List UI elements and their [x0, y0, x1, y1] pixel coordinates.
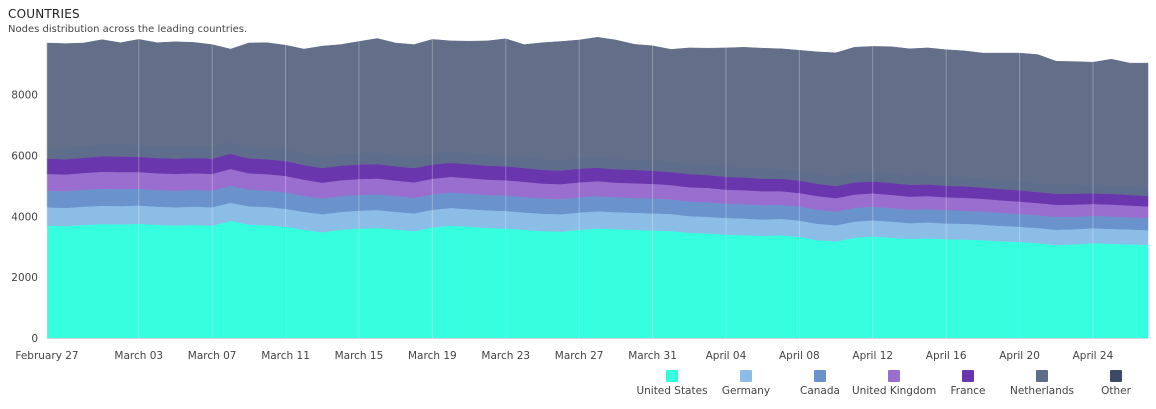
legend-label: France [950, 385, 986, 397]
x-tick-label: April 12 [852, 350, 893, 362]
legend-label: Other [1101, 385, 1131, 397]
legend-swatch [740, 370, 752, 382]
x-tick-label: March 15 [335, 350, 384, 362]
x-tick-label: March 19 [408, 350, 457, 362]
x-tick-label: April 04 [706, 350, 747, 362]
x-tick-label: March 11 [261, 350, 310, 362]
y-tick-label: 0 [31, 333, 38, 345]
chart-subtitle: Nodes distribution across the leading co… [8, 24, 248, 35]
legend-swatch [962, 370, 974, 382]
x-tick-label: March 07 [188, 350, 237, 362]
x-tick-label: March 23 [481, 350, 530, 362]
legend-item[interactable]: United States [630, 370, 714, 397]
legend-item[interactable]: Germany [704, 370, 788, 397]
legend-item[interactable]: Other [1074, 370, 1156, 397]
legend-label: Canada [800, 385, 840, 397]
legend-label: United States [636, 385, 708, 397]
x-tick-label: April 24 [1073, 350, 1114, 362]
legend-swatch [888, 370, 900, 382]
legend-item[interactable]: Netherlands [1000, 370, 1084, 397]
legend-label: Germany [721, 385, 771, 397]
y-tick-label: 8000 [11, 90, 38, 102]
overlay-gridlines [46, 30, 1094, 338]
legend-swatch [666, 370, 678, 382]
x-tick-label: April 08 [779, 350, 820, 362]
chart-legend: United States Germany Canada United Kingdom… [630, 370, 1150, 404]
legend-item[interactable]: United Kingdom [852, 370, 936, 397]
x-tick-label: February 27 [15, 350, 78, 362]
legend-swatch [1110, 370, 1122, 382]
x-tick-label: March 27 [555, 350, 604, 362]
y-tick-label: 6000 [11, 151, 38, 163]
legend-item[interactable]: France [926, 370, 1010, 397]
legend-label: United Kingdom [852, 385, 937, 397]
x-tick-label: March 31 [628, 350, 677, 362]
area-series-other [46, 37, 1149, 188]
chart-title: COUNTRIES [8, 7, 80, 21]
y-tick-label: 4000 [11, 211, 38, 223]
area-series-group [46, 37, 1149, 339]
x-tick-label: April 20 [999, 350, 1040, 362]
legend-swatch [1036, 370, 1048, 382]
legend-item[interactable]: Canada [778, 370, 862, 397]
x-tick-label: April 16 [926, 350, 967, 362]
legend-label: Netherlands [1009, 385, 1074, 397]
legend-swatch [814, 370, 826, 382]
axes: February 27 March 03 March 07 March 11 March… [11, 90, 1148, 362]
y-tick-label: 2000 [11, 272, 38, 284]
x-tick-label: March 03 [114, 350, 163, 362]
